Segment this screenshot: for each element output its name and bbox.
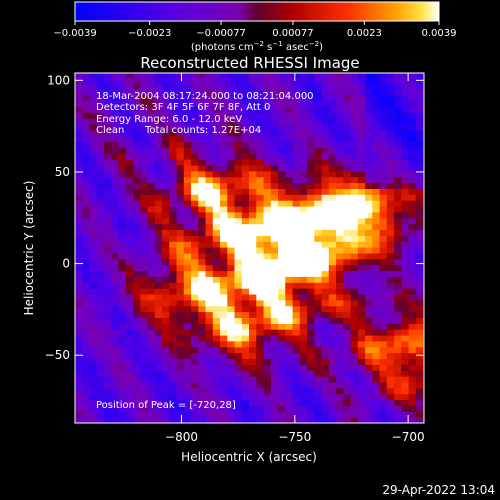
y-axis-label: Heliocentric Y (arcsec) xyxy=(22,181,36,316)
axis-ticks: −800 −750 −700 100 50 0 −50 xyxy=(45,73,425,444)
heatmap-image xyxy=(75,73,424,423)
plot-frame xyxy=(74,72,425,424)
colorbar-unit: (photons cm−2 s−1 asec−2) xyxy=(191,40,323,53)
chart-title: Reconstructed RHESSI Image xyxy=(140,54,359,72)
annotation-time-range: 18-Mar-2004 08:17:24.000 to 08:21:04.000 xyxy=(96,91,314,102)
y-tick-label: 0 xyxy=(62,257,70,271)
colorbar-tick-label: −0.0023 xyxy=(128,28,171,39)
colorbar-tick-label: 0.00077 xyxy=(272,28,313,39)
colorbar-tick-label: 0.0039 xyxy=(422,28,457,39)
x-tick-label: −800 xyxy=(165,430,198,444)
y-tick-label: −50 xyxy=(45,348,70,362)
annotation-block: 18-Mar-2004 08:17:24.000 to 08:21:04.000… xyxy=(96,91,314,136)
colorbar: −0.0039 −0.0023 −0.00077 0.00077 0.0023 0.003… xyxy=(53,1,457,53)
annotation-detectors: Detectors: 3F 4F 5F 6F 7F 8F, Att 0 xyxy=(96,102,270,113)
y-tick-label: 100 xyxy=(47,73,70,87)
colorbar-ticks: −0.0039 −0.0023 −0.00077 0.00077 0.0023 0.003… xyxy=(53,21,457,39)
peak-marker xyxy=(357,206,368,219)
x-tick-label: −700 xyxy=(392,430,425,444)
footer-date: 29-Apr-2022 13:04 xyxy=(382,483,495,497)
colorbar-tick-label: −0.0039 xyxy=(53,28,96,39)
colorbar-gradient xyxy=(74,1,440,22)
x-tick-label: −750 xyxy=(278,430,311,444)
x-axis-label: Heliocentric X (arcsec) xyxy=(181,450,317,464)
annotation-total-counts: Total counts: 1.27E+04 xyxy=(144,125,261,136)
y-tick-label: 50 xyxy=(55,165,70,179)
peak-position-label: Position of Peak = [-720,28] xyxy=(96,400,236,411)
plot-area: −800 −750 −700 100 50 0 −50 xyxy=(45,72,425,444)
annotation-clean: Clean xyxy=(96,125,124,136)
colorbar-tick-label: −0.00077 xyxy=(196,28,246,39)
colorbar-tick-label: 0.0023 xyxy=(347,28,382,39)
annotation-energy-range: Energy Range: 6.0 - 12.0 keV xyxy=(96,114,242,125)
